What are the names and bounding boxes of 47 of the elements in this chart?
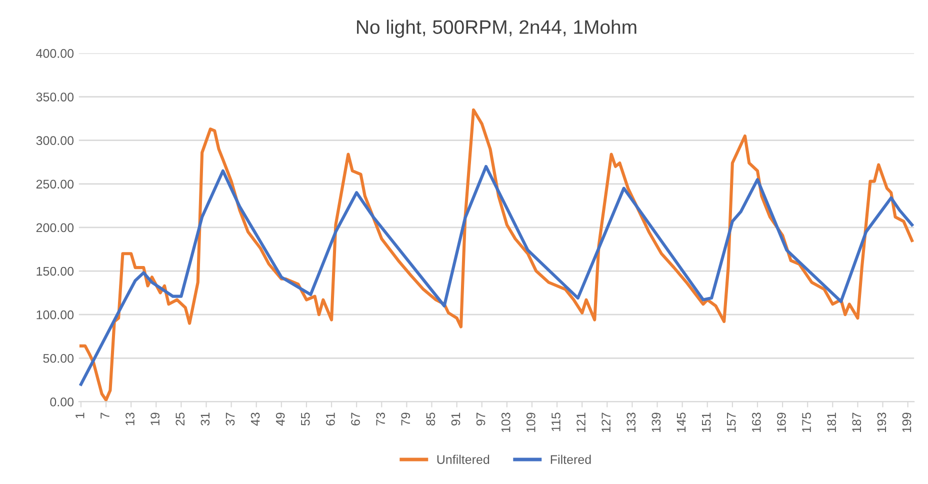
x-tick-label: 91 <box>451 412 460 426</box>
legend-label: Filtered <box>550 454 591 464</box>
chart-title: No light, 500RPM, 2n44, 1Mohm <box>357 20 636 38</box>
x-tick-label: 103 <box>501 412 510 432</box>
x-tick-label: 73 <box>376 412 385 426</box>
x-tick-label: 67 <box>351 412 360 426</box>
x-tick-label: 115 <box>552 412 560 432</box>
x-tick-label: 199 <box>902 412 912 432</box>
x-tick-label: 31 <box>200 412 210 426</box>
x-tick-label: 49 <box>276 412 285 426</box>
x-tick-label: 55 <box>301 412 310 426</box>
x-tick-label: 145 <box>676 412 686 432</box>
x-tick-label: 97 <box>476 412 486 426</box>
x-tick-label: 121 <box>576 412 586 432</box>
x-tick-label: 19 <box>150 412 160 426</box>
y-tick-label: 0.00 <box>50 398 74 406</box>
x-tick-label: 139 <box>652 412 661 432</box>
x-tick-label: 163 <box>752 412 761 432</box>
x-tick-label: 151 <box>702 412 711 432</box>
x-tick-label: 25 <box>176 412 185 426</box>
x-tick-label: 61 <box>326 412 335 426</box>
y-tick-label: 50.00 <box>43 354 74 363</box>
x-tick-label: 157 <box>727 412 736 432</box>
line-series <box>79 164 914 386</box>
x-tick-label: 43 <box>250 412 260 426</box>
x-tick-label: 133 <box>626 412 636 432</box>
y-tick-label: 250.00 <box>36 180 74 189</box>
x-tick-label: 181 <box>827 412 836 432</box>
y-tick-label: 350.00 <box>36 92 74 102</box>
x-tick-label: 175 <box>802 412 811 432</box>
x-tick-label: 13 <box>126 412 134 426</box>
x-tick-label: 109 <box>526 412 536 432</box>
x-tick-label: 193 <box>877 412 886 432</box>
x-tick-label: 169 <box>777 412 786 432</box>
x-tick-label: 79 <box>401 412 410 426</box>
y-tick-label: 100.00 <box>36 310 74 320</box>
y-tick-label: 300.00 <box>36 136 74 146</box>
x-tick-label: 37 <box>226 412 235 426</box>
x-tick-label: 187 <box>852 412 862 432</box>
x-tick-label: 1 <box>76 412 84 418</box>
x-tick-label: 7 <box>100 412 110 418</box>
y-tick-label: 400.00 <box>36 49 74 58</box>
y-tick-label: 200.00 <box>36 223 74 232</box>
x-tick-label: 85 <box>426 412 436 426</box>
y-tick-label: 150.00 <box>36 266 74 276</box>
x-tick-label: 127 <box>602 412 610 432</box>
legend-label: Unfiltered <box>437 454 490 464</box>
